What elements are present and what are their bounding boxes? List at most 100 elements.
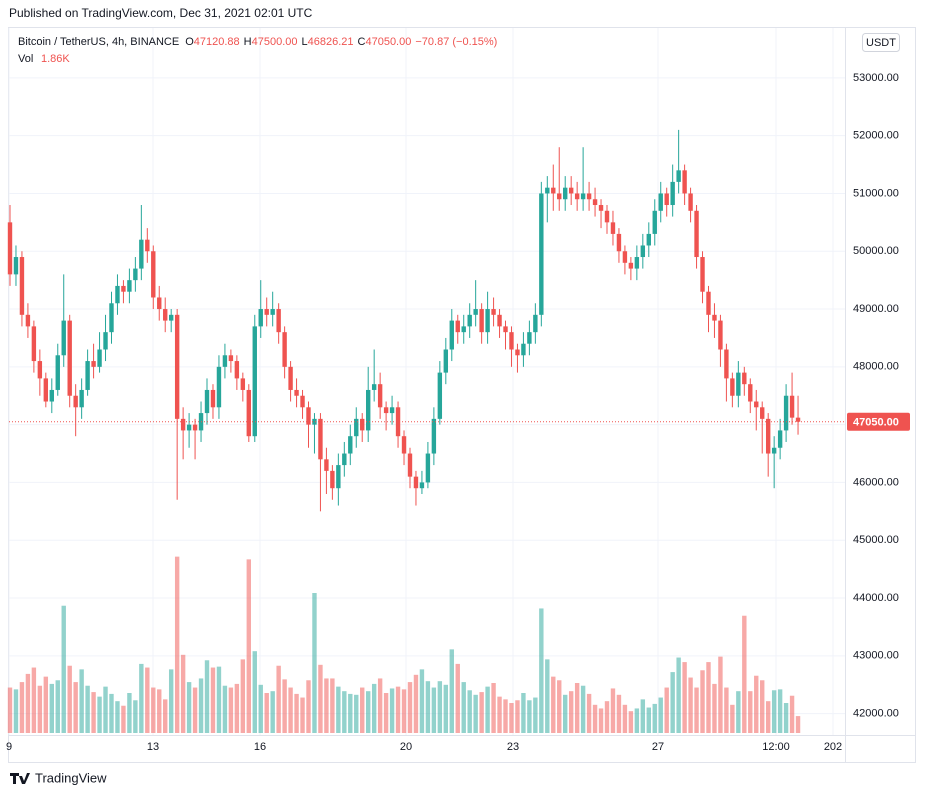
candle-body: [240, 378, 246, 390]
volume-bar: [760, 680, 765, 733]
candle-body: [121, 285, 126, 292]
candle-body: [163, 309, 168, 321]
candle-body: [461, 326, 466, 333]
candle-body: [765, 418, 771, 454]
candle-body: [521, 343, 526, 356]
volume-bar: [610, 688, 616, 733]
candle-body: [783, 395, 789, 431]
volume-bar: [157, 689, 162, 733]
volume-bar: [580, 685, 586, 733]
symbol: Bitcoin / TetherUS, 4h, BINANCE: [18, 36, 179, 48]
volume-bar: [694, 687, 699, 733]
candle-body: [545, 187, 550, 194]
ohlc-key: C: [358, 36, 366, 48]
candle-body: [533, 314, 538, 333]
candle-body: [31, 326, 37, 362]
volume-bar: [174, 556, 180, 733]
volume-bar: [425, 681, 431, 733]
candle-body: [180, 418, 186, 431]
candle-body: [174, 314, 180, 419]
candle-body: [354, 418, 359, 437]
x-tick-label: 9: [6, 741, 12, 753]
volume-bar: [163, 699, 168, 733]
candle-body: [592, 199, 598, 206]
volume-bar: [127, 693, 132, 733]
candle-body: [103, 332, 108, 350]
candle-body: [145, 239, 150, 252]
volume-bar: [533, 697, 538, 733]
candle-body: [551, 187, 556, 194]
volume-bar: [198, 678, 204, 733]
volume-bar: [246, 559, 251, 733]
volume-bar: [270, 691, 275, 733]
candle-body: [282, 332, 287, 367]
ohlc-key: L: [302, 36, 308, 48]
candle-body: [503, 326, 508, 333]
volume-bar: [312, 593, 317, 733]
candle-body: [628, 262, 634, 269]
candle-body: [449, 320, 454, 350]
volume-bar: [79, 669, 84, 733]
volume-bar: [789, 695, 795, 733]
volume-bar: [700, 670, 705, 733]
candle-body: [234, 361, 240, 379]
candle-body: [73, 395, 78, 408]
volume-bar: [145, 667, 150, 733]
y-tick-label: 45000.00: [853, 534, 899, 546]
volume-bar: [748, 691, 753, 733]
volume-bar: [73, 682, 78, 733]
candle-body: [360, 418, 365, 431]
volume-bar: [771, 690, 777, 733]
volume-bar: [252, 651, 257, 733]
volume-bar: [431, 687, 437, 733]
candle-body: [754, 401, 759, 408]
volume-bar: [622, 704, 628, 733]
volume-bar: [682, 662, 687, 733]
ohlc-key: H: [244, 36, 252, 48]
candle-body: [157, 297, 162, 310]
volume-bar: [479, 692, 484, 733]
volume-bar: [67, 665, 72, 733]
currency-box[interactable]: [862, 33, 900, 52]
volume-label: Vol: [18, 53, 33, 65]
candle-body: [258, 309, 263, 327]
volume-bar: [586, 693, 592, 733]
candle-body: [730, 378, 735, 396]
volume-bar: [688, 677, 693, 733]
volume-bar: [216, 666, 222, 733]
volume-bar: [574, 683, 580, 733]
volume-bar: [103, 686, 108, 733]
volume-bar: [210, 667, 216, 733]
candle-body: [437, 372, 443, 419]
volume-bar: [521, 693, 526, 733]
candle-body: [312, 418, 317, 425]
candle-body: [85, 361, 90, 390]
candle-body: [348, 436, 353, 454]
volume-bar: [383, 693, 389, 733]
candle-body: [55, 355, 60, 390]
candle-body: [580, 193, 586, 200]
candle-body: [168, 314, 174, 321]
volume-bar: [509, 703, 514, 733]
candle-body: [658, 193, 663, 211]
candle-body: [49, 389, 54, 402]
candle-body: [676, 170, 681, 182]
currency[interactable]: USDT: [866, 37, 896, 49]
ohlc-value: 47500.00: [252, 36, 298, 48]
volume-bar: [652, 703, 657, 733]
volume-bar: [777, 689, 783, 733]
ohlc-value: 47120.88: [194, 36, 240, 48]
volume-bar: [234, 683, 240, 733]
y-tick-label: 43000.00: [853, 650, 899, 662]
candle-body: [276, 309, 281, 333]
volume-bar: [228, 687, 234, 733]
volume-bar: [115, 701, 120, 733]
volume-bar: [568, 691, 574, 733]
chart-frame: [8, 27, 916, 763]
candle-body: [43, 378, 49, 402]
candle-body: [192, 424, 198, 431]
candles: [7, 129, 801, 512]
x-tick-label: 202: [824, 741, 842, 753]
candle-body: [485, 309, 490, 333]
volume-bar: [443, 684, 449, 733]
